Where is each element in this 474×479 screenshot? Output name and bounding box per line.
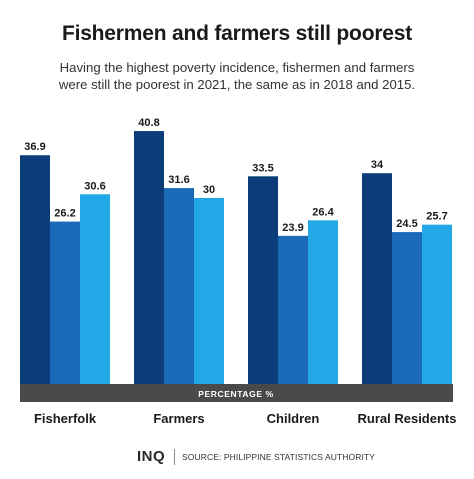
value-label-fisherfolk-2: 26.2	[54, 208, 75, 220]
value-label-children-3: 26.4	[312, 206, 334, 218]
category-label-fisherfolk: Fisherfolk	[34, 411, 97, 426]
bars-group	[20, 131, 452, 384]
bar-rural-residents-3	[422, 224, 452, 384]
value-label-fisherfolk-1: 36.9	[24, 141, 45, 153]
bar-rural-residents-1	[362, 173, 392, 384]
value-label-farmers-1: 40.8	[138, 117, 159, 129]
value-label-fisherfolk-3: 30.6	[84, 180, 105, 192]
inquirer-logo: INQ	[137, 448, 166, 465]
x-axis-label: PERCENTAGE %	[198, 389, 274, 399]
bar-children-2	[278, 235, 308, 384]
bar-fisherfolk-1	[20, 155, 50, 384]
bar-rural-residents-2	[392, 232, 422, 384]
value-labels-group: 36.9 26.2 30.6 40.8 31.6 30 33.5 23.9 26.4 34 24.5…	[24, 117, 447, 234]
bar-farmers-1	[134, 131, 164, 384]
value-label-rural-residents-1: 34	[371, 159, 384, 171]
bar-children-1	[248, 176, 278, 384]
footer: INQ SOURCE: PHILIPPINE STATISTICS AUTHOR…	[0, 448, 474, 468]
category-label-rural-residents: Rural Residents	[358, 411, 457, 426]
value-label-children-2: 23.9	[282, 222, 303, 234]
bar-fisherfolk-3	[80, 194, 110, 384]
subtitle-line-1: Having the highest poverty incidence, fi…	[59, 60, 415, 75]
value-label-rural-residents-3: 25.7	[426, 211, 447, 223]
source-note: SOURCE: PHILIPPINE STATISTICS AUTHORITY	[182, 452, 375, 462]
subtitle-line-2: were still the poorest in 2021, the same…	[58, 77, 416, 92]
category-labels-group: Fisherfolk Farmers Children Rural Residents	[34, 411, 457, 426]
chart-title: Fishermen and farmers still poorest	[61, 22, 413, 45]
bar-fisherfolk-2	[50, 221, 80, 384]
value-label-rural-residents-2: 24.5	[396, 218, 417, 230]
bar-farmers-3	[194, 198, 224, 384]
category-label-children: Children	[267, 411, 320, 426]
x-axis-band	[20, 384, 453, 402]
bar-farmers-2	[164, 188, 194, 384]
category-label-farmers: Farmers	[153, 411, 204, 426]
bar-children-3	[308, 220, 338, 384]
value-label-children-1: 33.5	[252, 162, 273, 174]
value-label-farmers-3: 30	[203, 184, 215, 196]
value-label-farmers-2: 31.6	[168, 174, 189, 186]
chart-subtitle: Having the highest poverty incidence, fi…	[30, 59, 444, 93]
footer-divider	[174, 449, 175, 465]
